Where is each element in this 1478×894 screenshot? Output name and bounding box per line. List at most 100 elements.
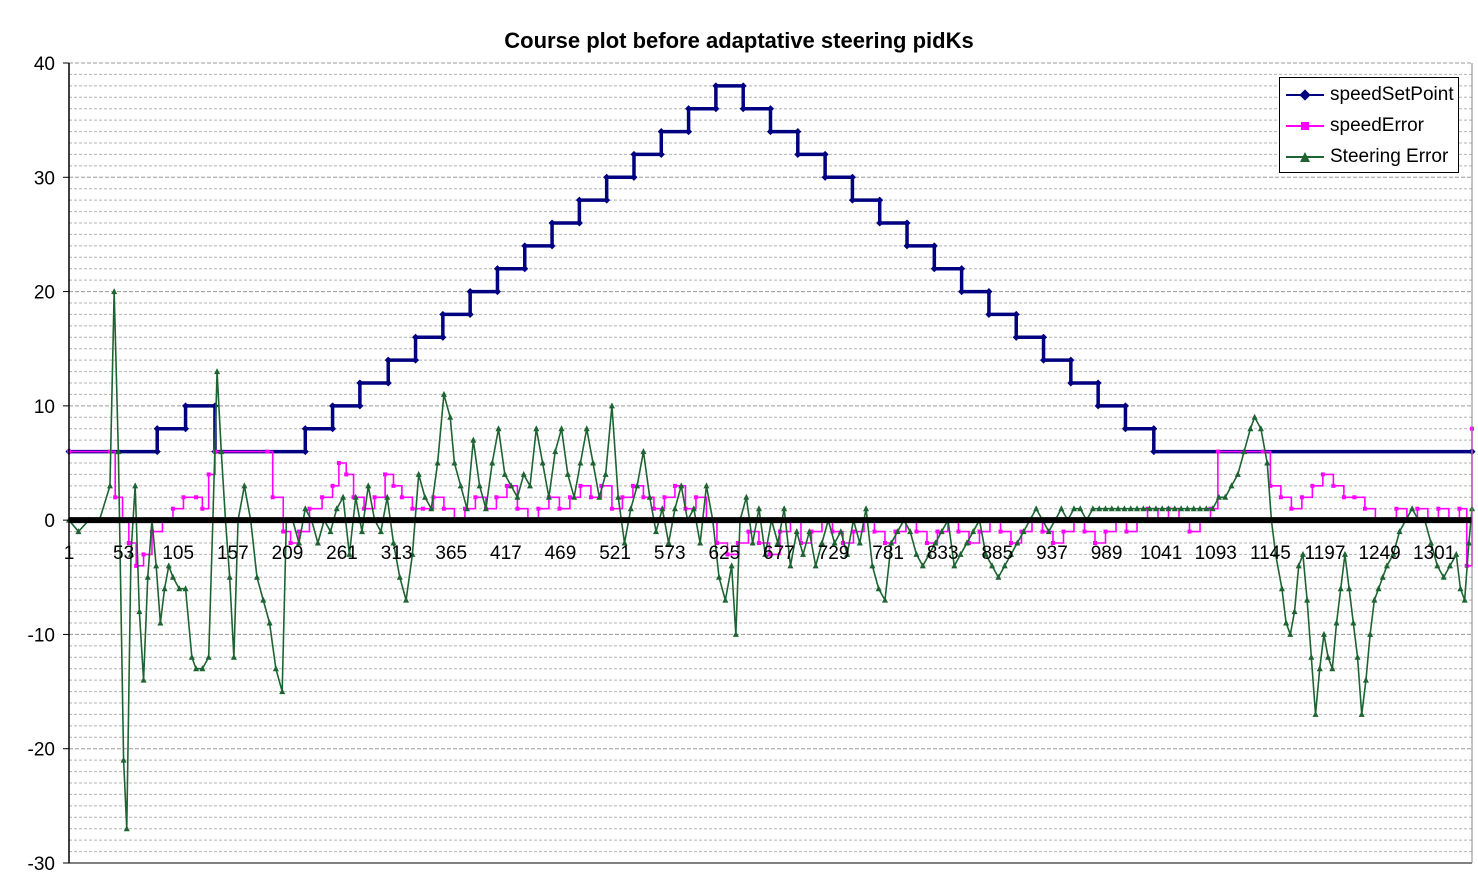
data-point	[851, 529, 856, 534]
data-point	[1329, 665, 1336, 672]
data-point	[671, 505, 678, 512]
data-point	[134, 563, 139, 568]
data-point	[181, 495, 186, 500]
data-point	[693, 495, 698, 500]
data-point	[557, 506, 562, 511]
data-point	[365, 482, 372, 489]
data-point	[714, 541, 719, 545]
data-point	[634, 482, 641, 489]
data-point	[1152, 505, 1159, 512]
legend-item-steering-error: Steering Error	[1286, 142, 1448, 172]
data-point	[863, 505, 870, 512]
data-point	[1346, 585, 1353, 592]
data-point	[583, 425, 590, 432]
data-point	[1453, 550, 1460, 557]
data-point	[697, 539, 704, 546]
data-point	[230, 653, 237, 660]
data-point	[781, 505, 788, 512]
data-point	[462, 506, 467, 511]
data-point	[903, 219, 911, 227]
data-point	[111, 288, 118, 295]
data-point	[1033, 505, 1040, 512]
data-point	[140, 676, 147, 683]
x-tick-label: 729	[818, 543, 850, 564]
x-tick-label: 833	[927, 543, 959, 564]
data-point	[451, 459, 458, 466]
data-point	[501, 470, 508, 477]
data-point	[1362, 506, 1367, 511]
data-point	[260, 596, 267, 603]
data-point	[439, 310, 447, 318]
data-point	[1434, 562, 1441, 569]
data-point	[1396, 528, 1403, 535]
x-tick-label: 157	[217, 543, 249, 564]
data-point	[161, 585, 168, 592]
data-point	[888, 539, 895, 546]
data-point	[678, 482, 685, 489]
data-point	[412, 333, 420, 341]
x-tick-labels: 1 53 105 157 209 261 313 365 417 469 521 573 625 677 7…	[64, 543, 1456, 564]
data-point	[377, 528, 384, 535]
data-point	[1333, 619, 1340, 626]
data-point	[1050, 541, 1055, 545]
data-point	[457, 482, 464, 489]
data-point	[956, 529, 961, 534]
y-tick-label: -10	[28, 625, 55, 646]
data-point	[1457, 585, 1464, 592]
data-point	[1215, 449, 1220, 454]
data-point	[1222, 493, 1229, 500]
data-point	[415, 470, 422, 477]
data-point	[270, 495, 275, 500]
data-point	[1367, 630, 1374, 637]
data-point	[288, 541, 293, 545]
data-point	[1312, 710, 1319, 717]
data-point	[1436, 506, 1441, 511]
y-tick-label: -20	[28, 740, 55, 761]
data-point	[848, 173, 856, 181]
data-point	[1019, 529, 1024, 534]
data-point	[963, 539, 970, 546]
data-point	[620, 495, 625, 500]
data-point	[577, 459, 584, 466]
y-tick-labels: 40 30 20 10 0 -10 -20 -30	[28, 54, 55, 875]
data-point	[1150, 425, 1158, 433]
data-point	[1310, 483, 1315, 488]
data-point	[1394, 506, 1399, 511]
data-point	[1067, 379, 1075, 387]
data-point	[1465, 539, 1472, 546]
data-point	[919, 562, 926, 569]
data-point	[391, 483, 396, 488]
legend-line	[1286, 152, 1324, 162]
data-point	[1331, 483, 1336, 488]
data-point	[1358, 710, 1365, 717]
data-point	[739, 105, 747, 113]
data-point	[352, 493, 359, 500]
data-point	[193, 665, 200, 672]
data-point	[214, 368, 221, 375]
data-point	[1159, 505, 1166, 512]
data-point	[120, 756, 127, 763]
data-point	[812, 562, 819, 569]
data-point	[564, 470, 571, 477]
data-point	[926, 550, 933, 557]
data-point	[615, 493, 622, 500]
x-tick-label: 1249	[1358, 543, 1400, 564]
data-point	[307, 506, 312, 511]
data-point	[1203, 505, 1210, 512]
data-point	[932, 539, 939, 546]
data-point	[482, 505, 489, 512]
data-point	[157, 619, 164, 626]
data-point	[1040, 356, 1048, 364]
data-point	[894, 528, 901, 535]
data-point	[1197, 505, 1204, 512]
data-point	[314, 539, 321, 546]
data-point	[716, 573, 723, 580]
x-tick-label: 313	[381, 543, 413, 564]
data-point	[1440, 573, 1447, 580]
data-point	[356, 402, 364, 410]
x-tick-label: 1197	[1305, 543, 1346, 564]
data-point	[372, 495, 377, 500]
data-point	[739, 82, 747, 90]
data-point	[521, 242, 529, 250]
data-point	[640, 448, 647, 455]
